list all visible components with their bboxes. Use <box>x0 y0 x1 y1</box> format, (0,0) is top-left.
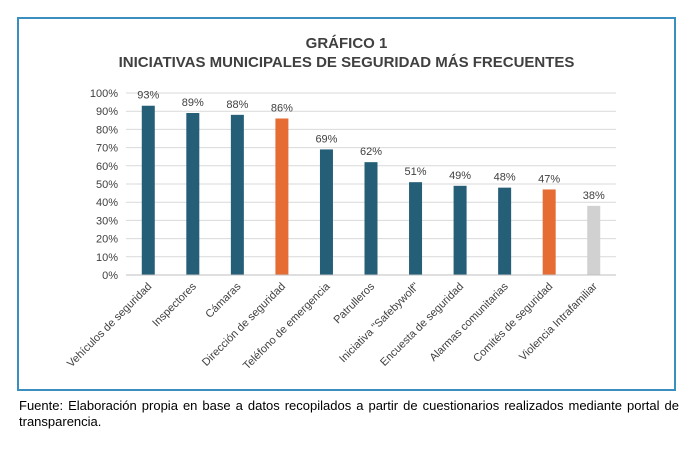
x-tick-label: Iniciativa "Safebywolf" <box>337 281 422 366</box>
bar <box>364 162 378 275</box>
y-tick-label: 30% <box>96 215 118 227</box>
bar <box>141 105 155 276</box>
y-tick-label: 0% <box>102 270 118 282</box>
data-label: 62% <box>360 146 382 158</box>
x-tick-label: Dirección de seguridad <box>200 281 288 369</box>
y-tick-label: 60% <box>96 161 118 173</box>
data-label: 38% <box>583 190 605 202</box>
x-tick-label: Inspectores <box>150 280 199 329</box>
y-tick-label: 80% <box>96 124 118 136</box>
x-tick-label: Teléfono de emergencia <box>241 280 333 372</box>
figure-heading: GRÁFICO 1 <box>305 35 388 52</box>
data-label: 89% <box>182 97 204 109</box>
bar <box>498 187 512 275</box>
data-label: 69% <box>315 133 337 145</box>
x-tick-label: Encuesta de seguridad <box>378 281 466 369</box>
bar <box>319 149 333 275</box>
y-tick-label: 10% <box>96 252 118 264</box>
chart-title: INICIATIVAS MUNICIPALES DE SEGURIDAD MÁS… <box>118 54 575 71</box>
data-label: 86% <box>271 102 293 114</box>
bar <box>230 114 244 275</box>
bar <box>453 185 467 275</box>
source-note: Fuente: Elaboración propia en base a dat… <box>19 398 679 429</box>
x-tick-label: Vehículos de seguridad <box>65 281 154 370</box>
chart-frame: GRÁFICO 1 INICIATIVAS MUNICIPALES DE SEG… <box>17 17 676 391</box>
data-label: 88% <box>226 99 248 111</box>
bar <box>186 113 200 276</box>
x-tick-label: Cámaras <box>203 280 243 320</box>
data-label: 47% <box>538 173 560 185</box>
bar <box>275 118 289 275</box>
data-label: 51% <box>405 166 427 178</box>
y-tick-label: 20% <box>96 234 118 246</box>
data-label: 49% <box>449 170 471 182</box>
x-tick-label: Violencia Intrafamiliar <box>517 280 600 363</box>
x-tick-label: Patrulleros <box>331 280 377 326</box>
y-tick-label: 90% <box>96 106 118 118</box>
x-tick-label: Alarmas comunitarias <box>427 280 511 364</box>
bar-chart: 0% 10% 20% 30% 40% 50% 60% 70% 80% 90% 100% 93% Vehí… <box>65 88 616 372</box>
bar <box>409 182 423 275</box>
y-tick-label: 100% <box>90 88 118 100</box>
y-tick-label: 40% <box>96 197 118 209</box>
data-label: 48% <box>494 172 516 184</box>
y-tick-label: 70% <box>96 143 118 155</box>
x-tick-label: Comités de seguridad <box>471 281 555 365</box>
bar <box>587 205 601 275</box>
data-label: 93% <box>137 90 159 102</box>
bar <box>542 189 556 275</box>
y-tick-label: 50% <box>96 179 118 191</box>
